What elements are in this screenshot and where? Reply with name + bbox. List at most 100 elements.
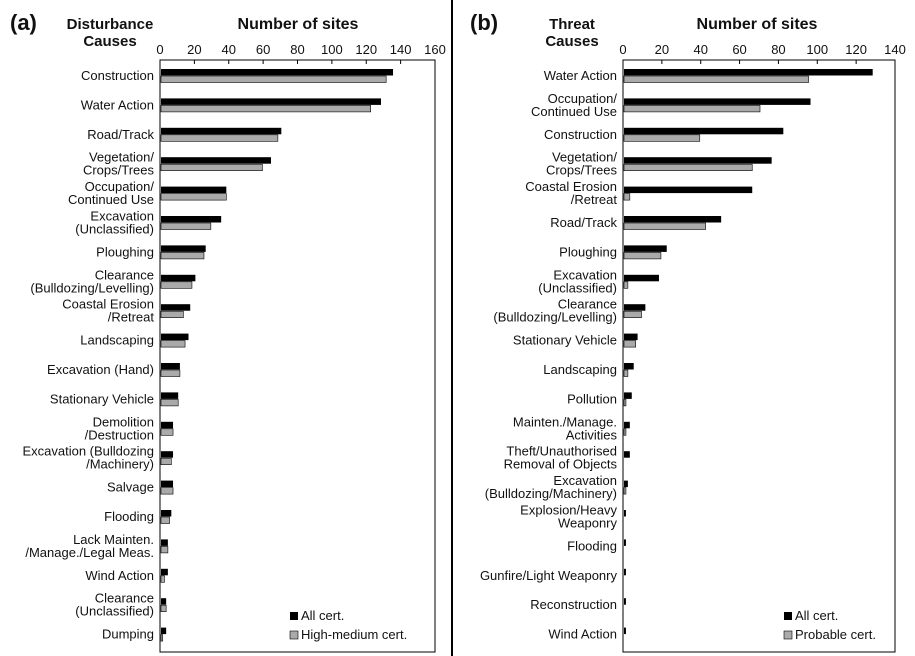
bar-secondary-cert xyxy=(160,487,174,495)
category-label: Continued Use xyxy=(531,104,617,119)
category-label: Explosion/Heavy xyxy=(520,503,617,518)
bar-all-cert xyxy=(161,274,196,282)
x-axis-label: Number of sites xyxy=(697,16,818,33)
legend-label: Probable cert. xyxy=(795,627,876,642)
category-label: Dumping xyxy=(102,627,154,642)
bar-secondary-cert xyxy=(623,340,636,348)
category-label: Ploughing xyxy=(559,244,617,259)
category-label: (Bulldozing/Machinery) xyxy=(485,486,617,501)
bar-secondary-cert xyxy=(160,310,184,319)
bar-all-cert xyxy=(161,157,271,164)
bar-all-cert xyxy=(624,363,634,370)
bar-secondary-cert xyxy=(160,281,193,289)
bar-all-cert xyxy=(161,539,168,546)
x-tick-label: 140 xyxy=(884,42,906,57)
bar-secondary-cert xyxy=(623,222,706,230)
bar-all-cert xyxy=(161,69,394,76)
category-label: /Manage./Legal Meas. xyxy=(25,545,154,560)
category-label: Weaponry xyxy=(558,516,618,531)
panel-title-line: Causes xyxy=(545,33,598,50)
panel-title-line: Disturbance xyxy=(67,16,154,33)
x-tick-label: 40 xyxy=(222,42,236,57)
bar-secondary-cert xyxy=(623,428,627,436)
category-label: Flooding xyxy=(104,509,154,524)
legend-swatch xyxy=(783,630,793,640)
x-tick-label: 20 xyxy=(655,42,669,57)
category-label: Clearance xyxy=(558,297,617,312)
x-tick-label: 120 xyxy=(845,42,867,57)
bar-all-cert xyxy=(161,421,174,429)
category-label: /Destruction xyxy=(85,427,154,442)
bar-secondary-cert xyxy=(623,399,627,407)
bar-secondary-cert xyxy=(623,487,627,495)
x-tick-label: 40 xyxy=(693,42,707,57)
bar-all-cert xyxy=(624,627,626,635)
category-label: Landscaping xyxy=(80,333,154,348)
plot-frame xyxy=(622,59,896,653)
bar-all-cert xyxy=(624,451,630,458)
bar-all-cert xyxy=(624,98,811,105)
category-label: Clearance xyxy=(95,267,154,282)
category-label: Ploughing xyxy=(96,244,154,259)
panel-title-line: Threat xyxy=(549,16,595,33)
bar-all-cert xyxy=(624,186,753,194)
bar-secondary-cert xyxy=(160,75,387,83)
bar-secondary-cert xyxy=(623,252,662,260)
category-label: Stationary Vehicle xyxy=(513,333,617,348)
bar-all-cert xyxy=(624,480,628,488)
category-label: Salvage xyxy=(107,480,154,495)
bar-all-cert xyxy=(161,216,222,223)
bar-secondary-cert xyxy=(623,75,809,83)
bar-secondary-cert xyxy=(160,105,371,113)
category-label: Clearance xyxy=(95,591,154,606)
category-label: Vegetation/ xyxy=(89,150,154,165)
x-tick-label: 80 xyxy=(771,42,785,57)
bar-secondary-cert xyxy=(623,105,761,113)
category-label: Construction xyxy=(544,127,617,142)
legend-swatch xyxy=(290,612,298,620)
legend-label: All cert. xyxy=(301,608,344,623)
category-label: Occupation/ xyxy=(548,91,618,106)
panel-title-line: Causes xyxy=(83,33,136,50)
category-label: Excavation xyxy=(553,267,617,282)
bar-secondary-cert xyxy=(160,340,186,348)
category-label: Vegetation/ xyxy=(552,150,617,165)
bar-secondary-cert xyxy=(160,222,212,230)
bar-secondary-cert xyxy=(160,457,172,466)
panel-letter: (b) xyxy=(470,10,498,35)
bar-all-cert xyxy=(624,69,873,76)
bar-all-cert xyxy=(161,304,191,311)
category-label: (Bulldozing/Levelling) xyxy=(30,280,154,295)
bar-secondary-cert xyxy=(160,193,227,201)
category-label: Road/Track xyxy=(87,127,154,142)
category-label: Pollution xyxy=(567,391,617,406)
bar-all-cert xyxy=(161,392,179,399)
category-label: Excavation xyxy=(90,209,154,224)
category-label: Removal of Objects xyxy=(504,457,618,472)
category-label: Flooding xyxy=(567,538,617,553)
bar-all-cert xyxy=(161,627,167,635)
x-tick-label: 0 xyxy=(619,42,626,57)
bar-secondary-cert xyxy=(160,546,169,554)
category-label: (Unclassified) xyxy=(75,604,154,619)
legend-label: All cert. xyxy=(795,608,838,623)
category-label: (Unclassified) xyxy=(75,222,154,237)
bar-all-cert xyxy=(161,186,227,194)
bar-all-cert xyxy=(624,157,772,164)
bar-secondary-cert xyxy=(623,163,753,171)
bar-all-cert xyxy=(624,245,667,252)
bar-secondary-cert xyxy=(160,134,279,142)
bar-all-cert xyxy=(161,451,174,458)
bar-all-cert xyxy=(624,539,626,546)
x-tick-label: 60 xyxy=(256,42,270,57)
bar-all-cert xyxy=(624,392,632,399)
bar-all-cert xyxy=(161,510,172,517)
category-label: Wind Action xyxy=(548,627,617,642)
x-tick-label: 80 xyxy=(290,42,304,57)
bar-all-cert xyxy=(161,598,167,605)
category-label: (Bulldozing/Levelling) xyxy=(493,310,617,325)
category-label: Water Action xyxy=(544,68,617,83)
bar-secondary-cert xyxy=(160,575,165,583)
category-label: Crops/Trees xyxy=(546,163,618,178)
